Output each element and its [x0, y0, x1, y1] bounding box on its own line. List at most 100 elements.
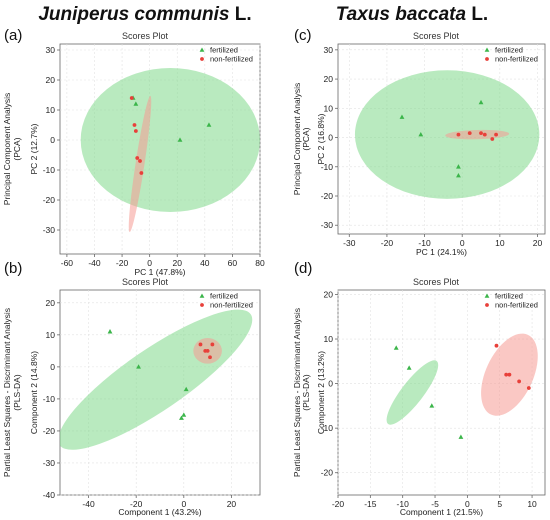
point-non-fertilized [479, 131, 483, 136]
panel-letter: (c) [294, 27, 312, 44]
x-tick-label: 0 [147, 258, 152, 268]
y-tick-label: 10 [46, 330, 56, 340]
point-non-fertilized [138, 159, 142, 163]
plot-content [386, 333, 538, 439]
y-tick-label: 20 [324, 74, 334, 84]
species-title-taxus: Taxus baccata L. [336, 4, 488, 25]
y-tick-label: -30 [43, 225, 56, 235]
x-tick-label: -60 [61, 258, 74, 268]
method-abbrev: (PLS-DA) [301, 374, 311, 411]
point-non-fertilized [139, 171, 144, 175]
x-tick-label: -20 [130, 499, 143, 509]
point-non-fertilized [210, 342, 215, 347]
method-label: Principal Component Analysis [292, 83, 302, 195]
x-axis-label: PC 1 (24.1%) [416, 247, 467, 257]
point-fertilized [107, 329, 113, 334]
point-fertilized [429, 403, 435, 408]
y-tick-label: -40 [43, 490, 56, 500]
method-label: Principal Component Analysis [2, 93, 12, 205]
plot-content [60, 309, 253, 450]
point-non-fertilized [456, 132, 461, 137]
point-non-fertilized [133, 129, 138, 133]
y-axis-label: PC 2 (16.8%) [316, 113, 326, 164]
legend-marker-non-fertilized [200, 303, 204, 307]
point-non-fertilized [135, 156, 140, 160]
panel-letter: (d) [294, 260, 312, 277]
legend-marker-fertilized [484, 47, 490, 52]
y-axis-label: PC 2 (12.7%) [29, 123, 39, 174]
point-fertilized [133, 101, 139, 106]
legend-marker-fertilized [484, 293, 490, 298]
legend-label-non-fertilized: non-fertilized [495, 301, 538, 310]
x-tick-label: 10 [495, 238, 505, 248]
x-tick-label: 80 [255, 258, 265, 268]
x-tick-label: -5 [431, 499, 439, 509]
point-fertilized [206, 122, 212, 127]
y-axis-label: Component 2 (14.8%) [29, 351, 39, 434]
x-tick-label: -40 [88, 258, 101, 268]
x-tick-label: -15 [364, 499, 377, 509]
panel-letter: (a) [4, 27, 22, 44]
legend-label-fertilized: fertilized [495, 46, 523, 55]
plot-title: Scores Plot [413, 31, 460, 41]
point-fertilized [179, 415, 184, 420]
y-tick-label: -10 [43, 165, 56, 175]
legend-label-fertilized: fertilized [210, 46, 238, 55]
x-tick-label: 60 [228, 258, 238, 268]
x-tick-label: -10 [397, 499, 410, 509]
point-fertilized [183, 386, 189, 392]
y-tick-label: -20 [321, 191, 334, 201]
y-tick-label: -30 [321, 220, 334, 230]
confidence-ellipse-non-fertilized [445, 129, 510, 140]
point-non-fertilized [517, 379, 522, 384]
point-non-fertilized [507, 372, 512, 377]
x-tick-label: 20 [227, 499, 237, 509]
x-tick-label: -10 [418, 238, 431, 248]
y-tick-label: 10 [46, 105, 56, 115]
x-tick-label: -20 [116, 258, 129, 268]
point-fertilized [456, 164, 461, 169]
panel-b: (b) Scores Plot Partial Least Squares - Di… [2, 260, 261, 517]
y-tick-label: -20 [43, 195, 56, 205]
point-non-fertilized [494, 343, 499, 348]
point-fertilized [456, 172, 461, 178]
point-fertilized [406, 365, 412, 370]
point-non-fertilized [490, 137, 495, 141]
x-tick-label: -40 [82, 499, 95, 509]
x-tick-label: 20 [533, 238, 543, 248]
plot-content [80, 68, 260, 233]
point-non-fertilized [132, 123, 137, 127]
point-non-fertilized [205, 348, 210, 353]
x-tick-label: 0 [181, 499, 186, 509]
legend-marker-non-fertilized [485, 303, 489, 307]
y-tick-label: 0 [50, 135, 55, 145]
panel-d: (d) Scores Plot Partial Least Squares - Di… [292, 260, 546, 517]
x-tick-label: 10 [527, 499, 537, 509]
x-axis-label: Component 1 (43.2%) [118, 507, 201, 517]
method-label: Partial Least Squares - Discriminant Ana… [2, 308, 12, 477]
x-tick-label: -20 [332, 499, 345, 509]
point-non-fertilized [526, 386, 531, 390]
legend-label-non-fertilized: non-fertilized [210, 301, 253, 310]
x-tick-label: 0 [460, 238, 465, 248]
x-tick-label: -20 [381, 238, 394, 248]
panel-c: (c) Scores Plot Principal Component Analys… [292, 27, 546, 257]
method-abbrev: (PCA) [301, 127, 311, 150]
y-tick-label: -10 [321, 162, 334, 172]
point-fertilized [393, 345, 399, 350]
y-tick-label: 30 [46, 45, 56, 55]
point-fertilized [478, 99, 484, 105]
point-non-fertilized [467, 131, 472, 136]
plot-content [354, 70, 540, 199]
point-fertilized [399, 114, 405, 119]
method-abbrev: (PCA) [12, 137, 22, 160]
legend-marker-non-fertilized [200, 57, 204, 61]
y-tick-label: 0 [328, 133, 333, 143]
panel-a: (a) Scores Plot Principal Component Analys… [2, 27, 265, 277]
method-abbrev: (PLS-DA) [12, 374, 22, 411]
legend-marker-non-fertilized [485, 57, 489, 61]
